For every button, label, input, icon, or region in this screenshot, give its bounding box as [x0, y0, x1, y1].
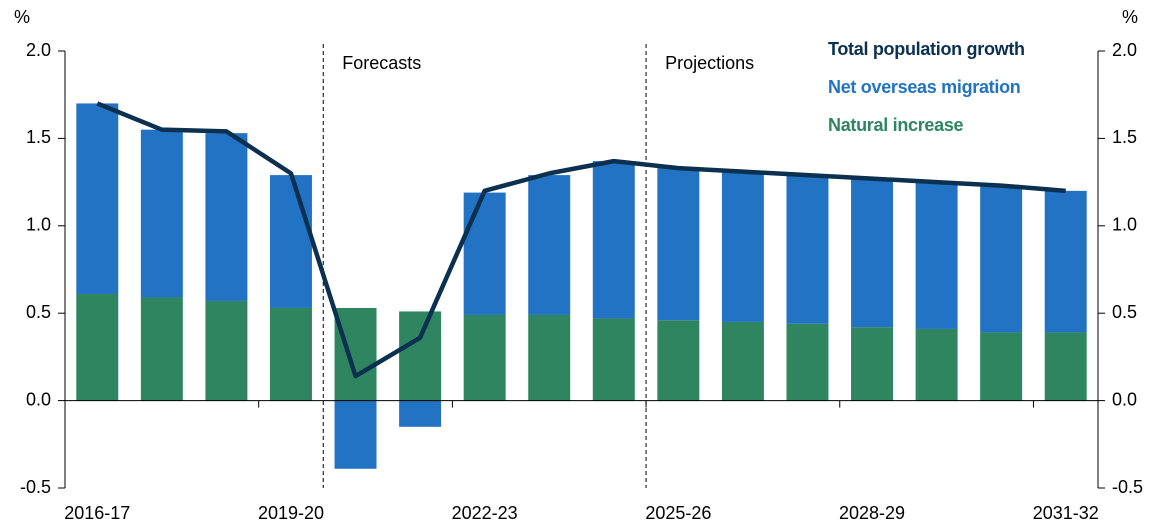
y-tick-label: 1.0 [26, 215, 51, 235]
legend-entry: Net overseas migration [828, 77, 1020, 97]
x-tick-label: 2019-20 [258, 503, 324, 523]
bar [851, 178, 894, 328]
y-axis-label: % [14, 7, 30, 27]
bar [721, 171, 764, 322]
bar [915, 182, 958, 329]
y-tick-label: 0.5 [26, 302, 51, 322]
bar [528, 175, 571, 315]
bar [334, 307, 377, 401]
bar [721, 321, 764, 401]
bar [851, 327, 894, 401]
x-tick-label: 2016-17 [64, 503, 130, 523]
bar [915, 328, 958, 401]
bar [463, 192, 506, 315]
bar [140, 129, 183, 298]
bar [205, 133, 248, 301]
bar [592, 318, 635, 401]
bar [786, 323, 829, 401]
bar [657, 168, 700, 321]
y2-tick-label: -0.5 [1112, 477, 1143, 497]
y2-axis-label: % [1122, 7, 1138, 27]
bar [76, 293, 119, 401]
bar [76, 103, 119, 294]
y-tick-label: 0.0 [26, 389, 51, 409]
bar [786, 175, 829, 324]
bar [334, 400, 377, 469]
bar [269, 307, 312, 401]
y-tick-label: 2.0 [26, 40, 51, 60]
annotation: Forecasts [342, 53, 421, 73]
bar [1044, 332, 1087, 401]
bar [399, 311, 442, 401]
bar [980, 185, 1023, 333]
y-tick-label: -0.5 [20, 477, 51, 497]
annotation: Projections [665, 53, 754, 73]
y2-tick-label: 1.0 [1112, 215, 1137, 235]
y-tick-label: 1.5 [26, 127, 51, 147]
bar [528, 314, 571, 401]
legend-entry: Total population growth [828, 39, 1025, 59]
x-tick-label: 2031-32 [1033, 503, 1099, 523]
line [96, 101, 1066, 379]
bar [140, 297, 183, 401]
x-tick-label: 2025-26 [645, 503, 711, 523]
legend-entry: Natural increase [828, 115, 964, 135]
bar [592, 161, 635, 319]
x-tick-label: 2022-23 [452, 503, 518, 523]
y2-tick-label: 0.5 [1112, 302, 1137, 322]
y2-tick-label: 2.0 [1112, 40, 1137, 60]
bar [657, 320, 700, 401]
y2-tick-label: 1.5 [1112, 127, 1137, 147]
y2-tick-label: 0.0 [1112, 389, 1137, 409]
x-tick-label: 2028-29 [839, 503, 905, 523]
bar [1044, 190, 1087, 333]
bar [980, 332, 1023, 401]
bar [399, 400, 442, 427]
bar [269, 175, 312, 308]
bar [463, 314, 506, 401]
bar [205, 300, 248, 401]
